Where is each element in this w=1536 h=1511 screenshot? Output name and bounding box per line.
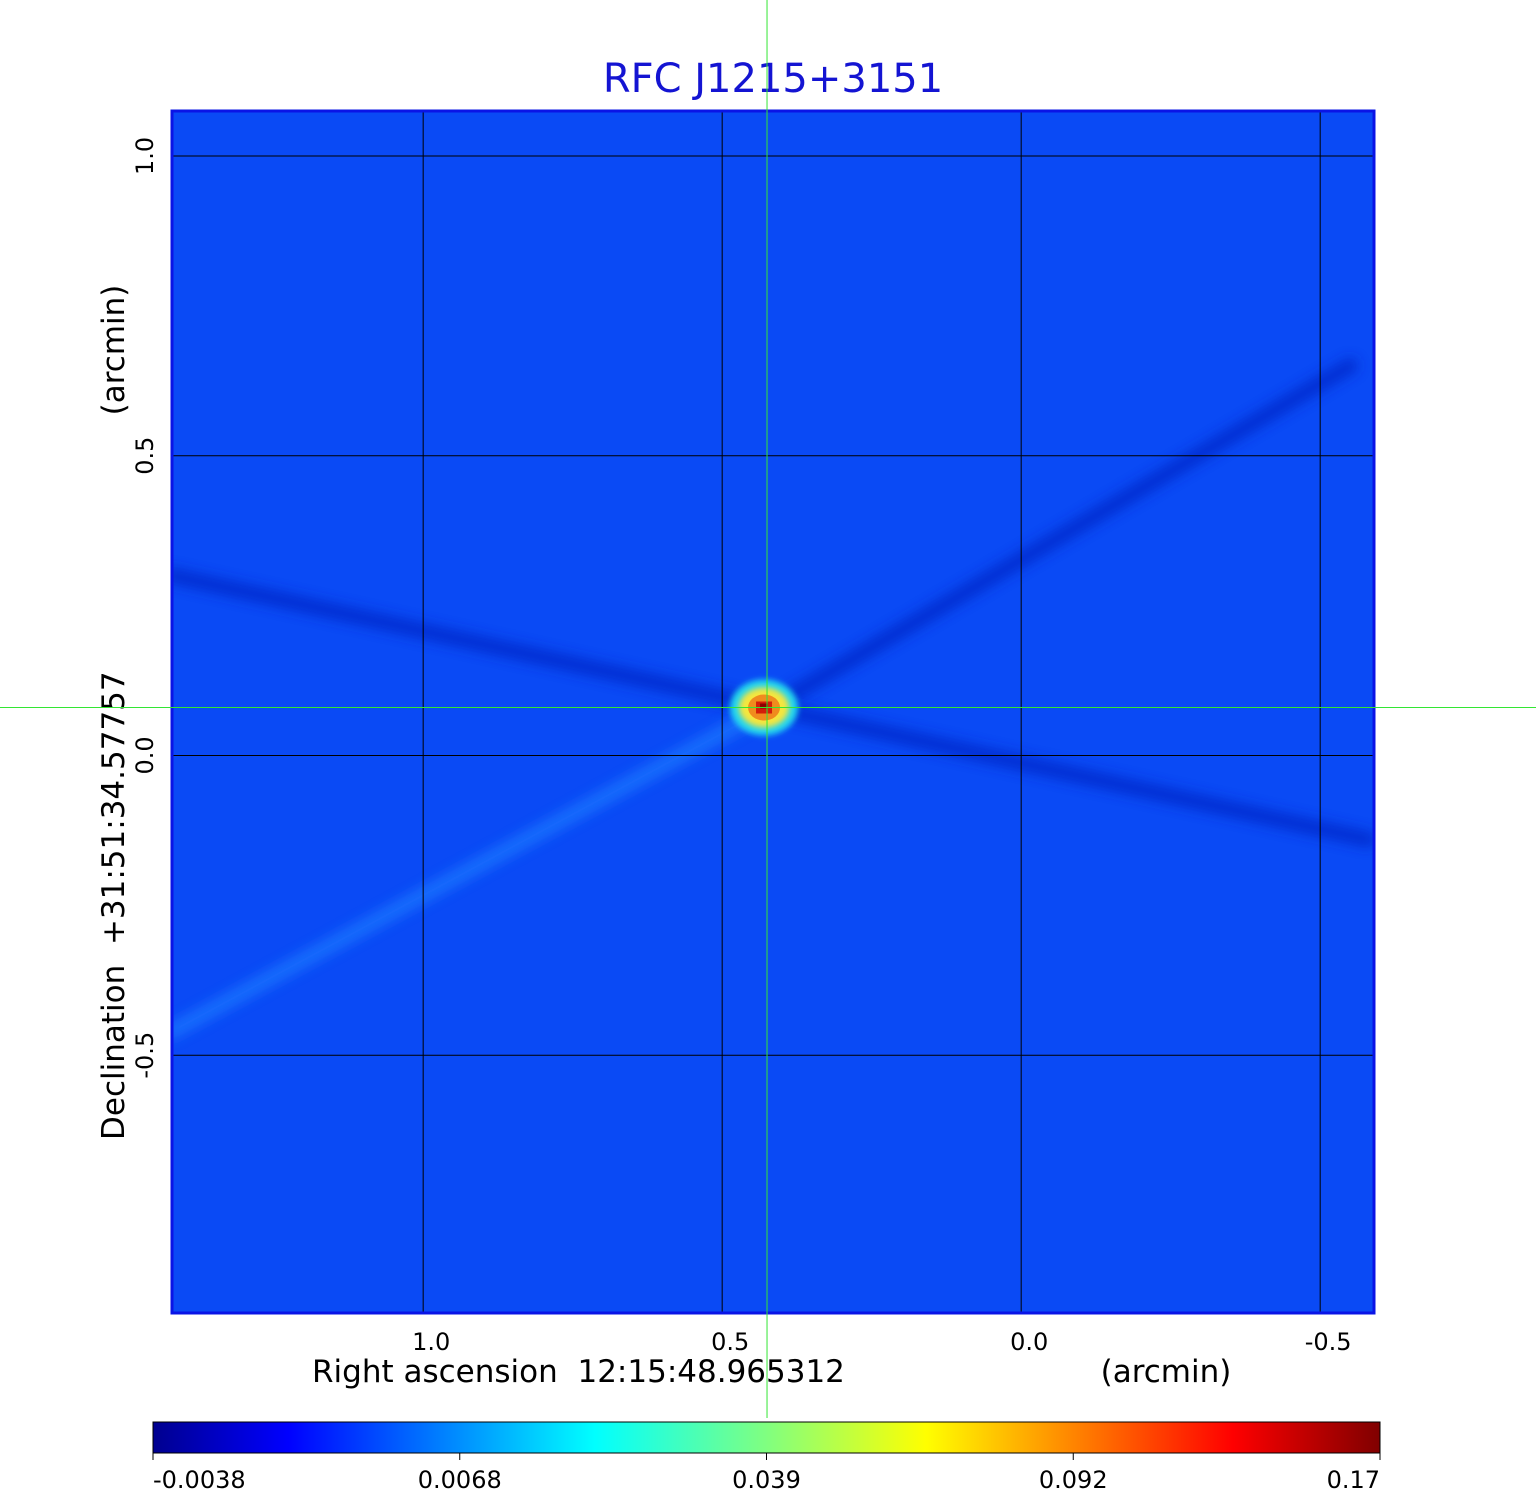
plot-frame: [170, 109, 1376, 1315]
colorbar-tick-label: 0.092: [1039, 1466, 1108, 1494]
sidelobe-streak: [762, 699, 1374, 848]
sidelobe-streak: [762, 357, 1359, 716]
y-axis-unit: (arcmin): [96, 285, 132, 416]
x-tick-label: 0.5: [711, 1328, 749, 1356]
x-tick-label: 1.0: [412, 1328, 450, 1356]
colorbar-gradient: [152, 1421, 1381, 1454]
colorbar-tick-label: 0.0068: [418, 1466, 502, 1494]
colorbar-tick-label: -0.0038: [153, 1466, 246, 1494]
x-tick-label: -0.5: [1305, 1328, 1352, 1356]
grid-lines: [172, 111, 1374, 1313]
x-axis-label: Right ascension 12:15:48.965312: [312, 1354, 845, 1390]
x-axis-unit: (arcmin): [1101, 1354, 1232, 1390]
y-tick-label: 0.0: [131, 736, 159, 774]
chart-title: RFC J1215+3151: [603, 56, 943, 102]
x-tick-labels: 1.0 0.5 0.0 -0.5: [412, 1328, 1352, 1356]
sidelobe-streaks: [172, 357, 1374, 1040]
colorbar: -0.0038 0.0068 0.039 0.092 0.17: [152, 1421, 1381, 1494]
y-tick-label: 1.0: [131, 137, 159, 175]
x-tick-label: 0.0: [1010, 1328, 1048, 1356]
y-tick-label: 0.5: [131, 437, 159, 475]
crosshair: [0, 0, 1536, 1418]
sidelobe-streak: [172, 699, 779, 1040]
colorbar-tick-label: 0.17: [1327, 1466, 1380, 1494]
colorbar-tick-label: 0.039: [732, 1466, 801, 1494]
y-axis-label: Declination +31:51:34.57757: [96, 671, 132, 1140]
y-tick-labels: 1.0 0.5 0.0 -0.5: [131, 137, 159, 1079]
sidelobe-streak: [172, 567, 779, 716]
y-tick-label: -0.5: [131, 1032, 159, 1079]
plot-area: [170, 109, 1376, 1315]
source-peak: [760, 703, 769, 709]
colorbar-tick-labels: -0.0038 0.0068 0.039 0.092 0.17: [152, 1453, 1381, 1494]
